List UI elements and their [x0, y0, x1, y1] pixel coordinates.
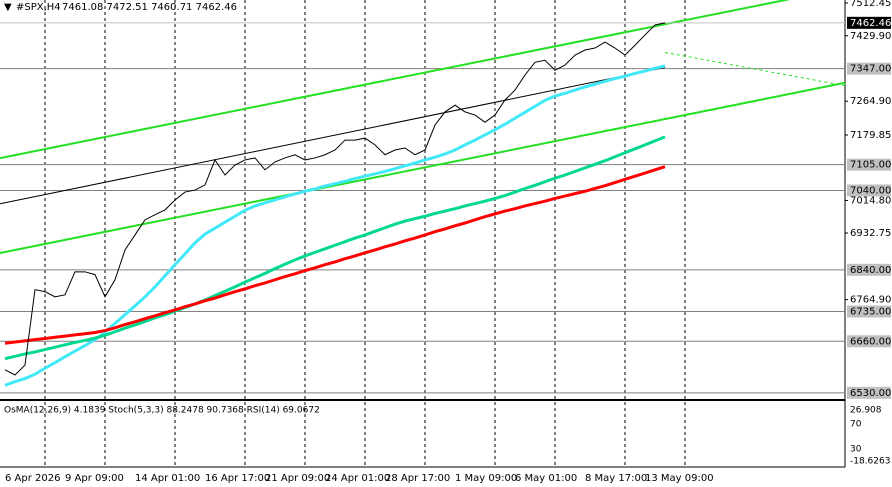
- moving-average: [4, 165, 666, 345]
- x-tick-label: 13 May 09:00: [645, 473, 714, 484]
- x-tick-label: 16 Apr 17:00: [205, 473, 270, 484]
- level-label: 7040.00: [850, 185, 891, 196]
- indicator-scale-label: 26.908: [850, 406, 882, 416]
- x-tick-label: 8 May 17:00: [585, 473, 647, 484]
- level-label: 6530.00: [850, 388, 891, 399]
- ohlc: 7461.08 7472.51 7460.71 7462.46: [62, 2, 237, 13]
- level-label-box: [847, 263, 891, 276]
- collapse-arrow: ▼: [4, 2, 12, 13]
- level-label-box: [847, 62, 891, 75]
- x-tick-label: 21 Apr 09:00: [265, 473, 330, 484]
- last-price-label: 7462.46: [850, 18, 891, 29]
- moving-average: [4, 135, 666, 361]
- x-tick-label: 14 Apr 01:00: [135, 473, 200, 484]
- price-line: [4, 22, 666, 376]
- last-price-box: [847, 16, 891, 29]
- level-label-box: [847, 158, 891, 171]
- level-label: 7347.00: [850, 64, 891, 75]
- trendline: [0, 81, 846, 254]
- level-label: 6840.00: [850, 265, 891, 276]
- x-tick-label: 6 May 01:00: [515, 473, 577, 484]
- y-tick-label: 6932.75: [850, 228, 891, 239]
- indicator-scale-label: -18.6263: [850, 457, 890, 467]
- y-tick-label: 7179.85: [850, 130, 891, 141]
- x-tick-label: 1 May 09:00: [455, 473, 517, 484]
- trendline-extension: [664, 51, 846, 87]
- y-tick-label: 7429.90: [850, 31, 891, 42]
- x-tick-label: 24 Apr 01:00: [325, 473, 390, 484]
- x-tick-label: 28 Apr 17:00: [385, 473, 450, 484]
- level-label: 7105.00: [850, 160, 891, 171]
- moving-average: [4, 64, 666, 387]
- indicator-scale-label: 70: [850, 420, 862, 430]
- level-label: 6660.00: [850, 336, 891, 347]
- level-label-box: [847, 305, 891, 318]
- level-label-box: [847, 386, 891, 399]
- trendline: [0, 66, 666, 205]
- trendline: [0, 0, 791, 160]
- indicator-scale-label: 30: [850, 445, 862, 455]
- chart-title: #SPX,H4: [16, 2, 61, 13]
- y-tick-label: 7014.80: [850, 195, 891, 206]
- level-label-box: [847, 184, 891, 197]
- y-tick-label: 7264.90: [850, 96, 891, 107]
- level-label: 6735.00: [850, 306, 891, 317]
- y-tick-label: 6764.90: [850, 295, 891, 306]
- x-tick-label: 6 Apr 2026: [5, 473, 60, 484]
- x-tick-label: 9 Apr 09:00: [65, 473, 124, 484]
- level-label-box: [847, 335, 891, 348]
- indicator-text: OsMA(12,26,9) 4.1839 Stoch(5,3,3) 88.247…: [4, 406, 320, 416]
- y-tick-label: 7512.45: [850, 0, 891, 9]
